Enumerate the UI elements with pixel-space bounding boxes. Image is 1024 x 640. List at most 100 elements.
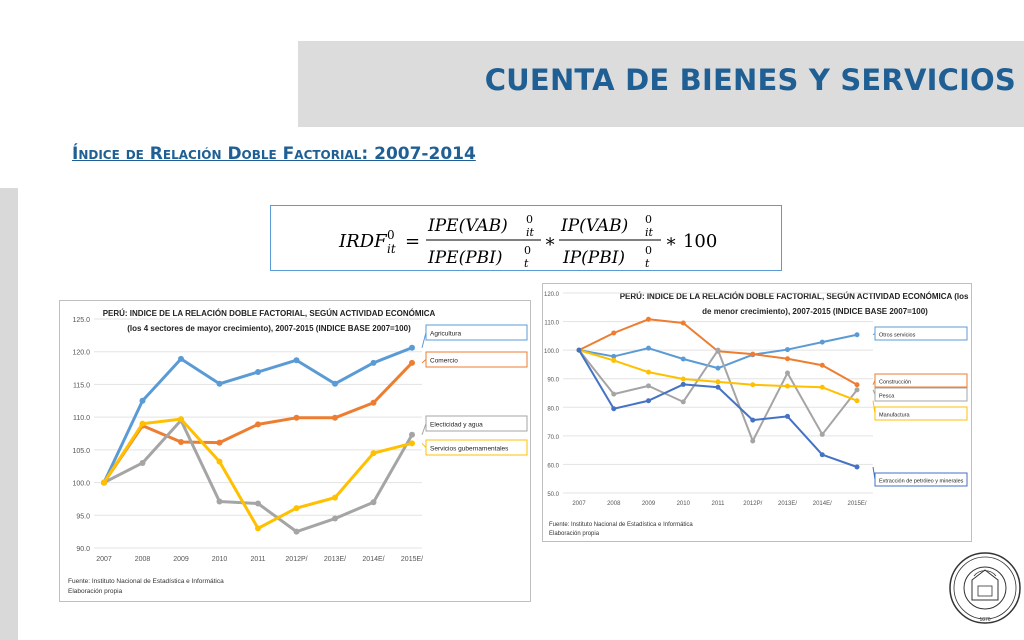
formula-frac2-num: IP(VAB) xyxy=(560,216,628,236)
data-point xyxy=(785,370,790,376)
formula-frac2-num-sub: it xyxy=(645,226,654,239)
x-tick-label: 2013E/ xyxy=(324,556,346,563)
x-tick-label: 2015E/ xyxy=(401,556,423,563)
formula-lhs-sub: it xyxy=(387,242,396,256)
y-tick-label: 105.0 xyxy=(72,448,90,455)
formula-lhs-sup: 0 xyxy=(387,228,395,242)
data-point xyxy=(178,439,184,446)
y-tick-label: 120.0 xyxy=(72,350,90,357)
data-point xyxy=(611,353,617,359)
formula-frac2-den-sup: 0 xyxy=(645,244,652,257)
formula-box: IRDF 0 it = IPE(VAB) 0 it IPE(PBI) 0 t ∗… xyxy=(270,205,782,271)
chart-source-line1: Fuente: Instituto Nacional de Estadístic… xyxy=(68,578,224,585)
data-point xyxy=(680,399,686,405)
legend-label: Extracción de petróleo y minerales xyxy=(879,479,964,485)
data-point xyxy=(680,381,686,387)
chart-title-line1: PERÚ: INDICE DE LA RELACIÓN DOBLE FACTOR… xyxy=(620,292,971,301)
data-point xyxy=(785,383,790,389)
formula-frac2-den: IP(PBI) xyxy=(562,248,625,268)
formula-lhs: IRDF xyxy=(338,231,388,252)
chart-title-line1: PERÚ: INDICE DE LA RELACIÓN DOBLE FACTOR… xyxy=(103,309,436,318)
formula-frac2-num-sup: 0 xyxy=(645,213,652,226)
data-point xyxy=(293,414,300,421)
data-point xyxy=(854,332,860,338)
y-tick-label: 125.0 xyxy=(72,317,90,324)
formula: IRDF 0 it = IPE(VAB) 0 it IPE(PBI) 0 t ∗… xyxy=(338,213,717,270)
data-point xyxy=(576,347,582,353)
data-point xyxy=(139,397,146,404)
chart-title-line2: (los 4 sectores de mayor crecimiento), 2… xyxy=(127,324,411,333)
data-point xyxy=(750,351,756,357)
data-point xyxy=(216,458,223,465)
data-point xyxy=(715,384,721,390)
legend-leader xyxy=(872,400,876,414)
x-tick-label: 2008 xyxy=(607,501,621,507)
data-point xyxy=(854,464,860,470)
data-point xyxy=(715,379,721,385)
data-point xyxy=(409,344,415,351)
x-tick-label: 2012P/ xyxy=(285,556,307,563)
x-tick-label: 2008 xyxy=(135,556,151,563)
legend-leader xyxy=(421,442,427,448)
data-point xyxy=(646,383,651,389)
y-tick-label: 60.0 xyxy=(547,463,559,469)
chart-title-line2: de menor crecimiento), 2007-2015 (INDICE… xyxy=(702,307,928,316)
data-point xyxy=(611,406,617,412)
y-tick-label: 120.0 xyxy=(544,292,560,298)
x-tick-label: 2014E/ xyxy=(362,556,384,563)
svg-text:1876: 1876 xyxy=(979,617,990,623)
legend-leader xyxy=(872,466,876,480)
data-point xyxy=(409,440,415,447)
data-point xyxy=(370,359,377,366)
data-point xyxy=(680,376,686,382)
formula-frac1-den: IPE(PBI) xyxy=(427,248,502,268)
x-tick-label: 2015E/ xyxy=(847,501,866,507)
series-line-4 xyxy=(102,417,413,530)
data-point xyxy=(293,528,300,535)
data-point xyxy=(178,355,184,362)
data-point xyxy=(216,439,223,446)
data-point xyxy=(178,416,184,423)
data-point xyxy=(680,356,686,362)
data-point xyxy=(255,421,261,428)
data-point xyxy=(646,369,651,375)
data-point xyxy=(715,365,721,371)
x-tick-label: 2012P/ xyxy=(743,501,762,507)
data-point xyxy=(611,391,617,397)
legend-leader xyxy=(872,333,876,336)
x-tick-label: 2009 xyxy=(642,501,656,507)
chart-right-panel: PERÚ: INDICE DE LA RELACIÓN DOBLE FACTOR… xyxy=(542,283,972,542)
chart-right: PERÚ: INDICE DE LA RELACIÓN DOBLE FACTOR… xyxy=(544,292,971,537)
legend-label: Otros servicios xyxy=(879,333,916,339)
y-tick-label: 90.0 xyxy=(547,378,559,384)
formula-equals: = xyxy=(405,231,420,252)
y-tick-label: 50.0 xyxy=(547,492,559,498)
y-tick-label: 115.0 xyxy=(73,382,90,389)
y-tick-label: 95.0 xyxy=(76,513,90,520)
formula-frac1-num-sub: it xyxy=(526,226,535,239)
data-point xyxy=(255,500,261,507)
data-point xyxy=(611,357,617,363)
y-tick-label: 90.0 xyxy=(76,546,90,553)
data-point xyxy=(750,438,756,444)
y-tick-label: 100.0 xyxy=(544,349,560,355)
legend-label: Servicios gubernamentales xyxy=(430,446,509,453)
data-point xyxy=(370,399,377,406)
section-subtitle: Índice de Relación Doble Factorial: 2007… xyxy=(72,144,476,164)
y-tick-label: 100.0 xyxy=(72,481,90,488)
data-point xyxy=(409,431,415,438)
data-point xyxy=(750,382,756,388)
chart-source-line2: Elaboración propia xyxy=(68,588,123,595)
legend-label: Electicidad y agua xyxy=(430,422,483,429)
data-point xyxy=(819,362,825,368)
data-point xyxy=(370,499,377,506)
title-band: CUENTA DE BIENES Y SERVICIOS xyxy=(298,41,1024,127)
data-point xyxy=(332,494,338,501)
data-point xyxy=(785,356,790,362)
chart-source-line1: Fuente: Instituto Nacional de Estadístic… xyxy=(549,522,693,528)
y-tick-label: 110.0 xyxy=(544,321,559,327)
data-point xyxy=(370,450,377,457)
data-point xyxy=(293,505,300,512)
data-point xyxy=(255,525,261,532)
data-point xyxy=(293,357,300,364)
